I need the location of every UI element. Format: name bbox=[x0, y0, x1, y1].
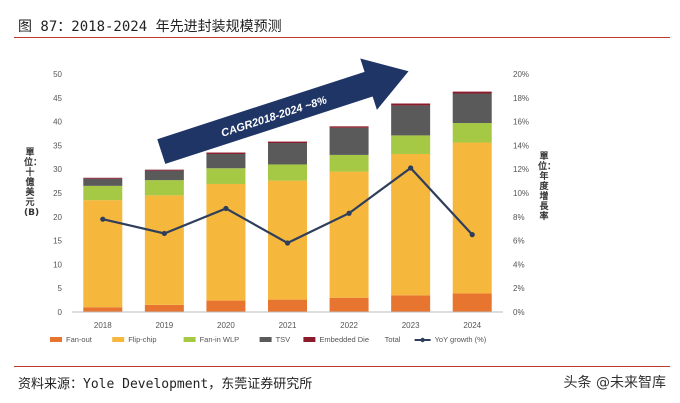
legend-label: Embedded Die bbox=[319, 335, 369, 344]
yoy-growth-point bbox=[408, 165, 414, 171]
legend-label: Flip-chip bbox=[128, 335, 156, 344]
y-left-tick-label: 0 bbox=[58, 308, 63, 317]
yoy-growth-point bbox=[346, 210, 352, 216]
bar-segment bbox=[391, 295, 431, 312]
bar-segment bbox=[452, 123, 492, 143]
legend-swatch bbox=[183, 337, 196, 342]
bar-segment bbox=[83, 178, 123, 186]
bar-segment bbox=[329, 154, 369, 172]
y-left-tick-label: 35 bbox=[53, 141, 62, 150]
bar-segment bbox=[83, 200, 123, 308]
legend-label: YoY growth (%) bbox=[435, 335, 487, 344]
y-right-tick-label: 18% bbox=[513, 94, 529, 103]
y-right-tick-label: 8% bbox=[513, 213, 525, 222]
x-tick-label: 2024 bbox=[463, 321, 481, 330]
bar-segment bbox=[391, 105, 431, 136]
y-right-tick-label: 2% bbox=[513, 284, 525, 293]
bar-segment bbox=[452, 293, 492, 312]
bar-segment bbox=[144, 169, 184, 171]
legend-label: Fan-in WLP bbox=[200, 335, 240, 344]
legend-label-total: Total bbox=[385, 335, 401, 344]
bar-segment bbox=[206, 300, 246, 312]
bar-segment bbox=[144, 180, 184, 196]
figure-title: 图 87：2018-2024 年先进封装规模预测 bbox=[18, 19, 282, 35]
yoy-growth-point bbox=[223, 205, 229, 212]
y-left-tick-label: 15 bbox=[53, 237, 62, 246]
bar-segment bbox=[452, 91, 492, 94]
bar-segment bbox=[391, 135, 431, 154]
bar-segment bbox=[329, 171, 369, 298]
bar-segment bbox=[391, 103, 431, 106]
y-right-tick-label: 10% bbox=[513, 189, 529, 198]
yoy-growth-point bbox=[100, 216, 106, 222]
y-right-tick-label: 16% bbox=[513, 118, 529, 127]
x-tick-label: 2021 bbox=[279, 321, 297, 330]
y-right-tick-label: 0% bbox=[513, 308, 525, 317]
legend-swatch bbox=[112, 337, 125, 342]
y-left-tick-label: 40 bbox=[53, 118, 62, 127]
bar-segment bbox=[452, 142, 492, 294]
bar-segment bbox=[206, 168, 246, 184]
title-rule bbox=[14, 37, 670, 38]
legend-label: TSV bbox=[276, 335, 291, 344]
bar-segment bbox=[206, 183, 246, 301]
y-right-axis-label: 單位：年度增長率 bbox=[538, 152, 557, 222]
bar-segment bbox=[329, 297, 369, 312]
yoy-growth-point bbox=[161, 230, 167, 237]
y-right-tick-label: 20% bbox=[513, 70, 529, 79]
legend-swatch bbox=[259, 337, 272, 342]
bar-segment bbox=[329, 127, 369, 155]
bar-segment bbox=[83, 177, 123, 179]
bar-segment bbox=[144, 195, 184, 305]
y-left-tick-label: 50 bbox=[53, 70, 62, 79]
y-right-tick-label: 4% bbox=[513, 260, 525, 269]
x-tick-label: 2019 bbox=[155, 321, 173, 330]
bar-segment bbox=[83, 185, 123, 201]
legend-line-marker bbox=[420, 337, 425, 343]
x-tick-label: 2022 bbox=[340, 321, 358, 330]
bar-segment bbox=[391, 153, 431, 296]
bar-segment bbox=[329, 126, 369, 128]
x-tick-label: 2018 bbox=[94, 321, 112, 330]
bar-segment bbox=[268, 143, 307, 165]
watermark: 头条 @未来智库 bbox=[563, 375, 666, 391]
cagr-arrow-shape bbox=[157, 58, 409, 164]
source-note: 资料来源：Yole Development，东莞证券研究所 bbox=[18, 377, 313, 392]
bar-segment bbox=[206, 152, 246, 154]
y-left-tick-label: 20 bbox=[53, 213, 62, 222]
yoy-growth-point bbox=[284, 240, 291, 246]
x-tick-label: 2020 bbox=[217, 321, 235, 330]
bar-segment bbox=[206, 153, 246, 169]
bar-segment bbox=[268, 141, 307, 144]
y-right-tick-label: 12% bbox=[513, 165, 529, 174]
legend-label: Fan-out bbox=[66, 335, 93, 344]
bar-segment bbox=[268, 180, 307, 300]
y-left-tick-label: 45 bbox=[53, 94, 62, 103]
legend-swatch bbox=[50, 337, 62, 342]
y-left-tick-label: 30 bbox=[53, 165, 62, 174]
y-left-tick-label: 10 bbox=[53, 260, 62, 269]
bar-segment bbox=[144, 170, 184, 181]
bar-segment bbox=[144, 304, 184, 312]
legend-swatch bbox=[303, 337, 316, 342]
bar-segment bbox=[268, 299, 307, 312]
y-right-tick-label: 14% bbox=[513, 141, 529, 150]
source-rule bbox=[14, 366, 670, 367]
yoy-growth-point bbox=[469, 232, 475, 238]
y-left-tick-label: 5 bbox=[58, 284, 63, 293]
bar-segment bbox=[268, 164, 307, 181]
y-left-tick-label: 25 bbox=[53, 189, 62, 198]
bar-segment bbox=[452, 93, 492, 124]
x-tick-label: 2023 bbox=[402, 321, 420, 330]
y-right-tick-label: 6% bbox=[513, 237, 525, 246]
bar-segment bbox=[83, 307, 123, 312]
y-left-axis-label: 單位：十億美元(B) bbox=[24, 148, 43, 218]
